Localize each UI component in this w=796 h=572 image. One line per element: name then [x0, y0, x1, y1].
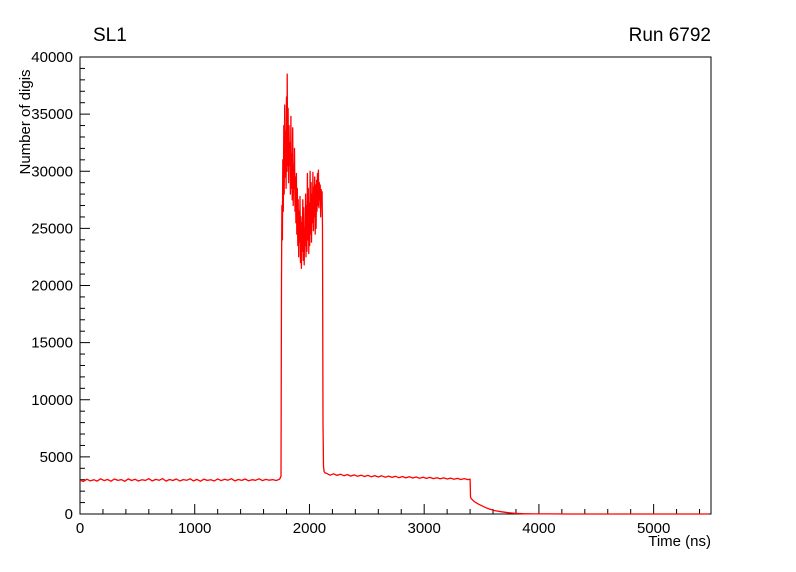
y-tick-label: 5000	[40, 449, 73, 466]
x-tick-label: 2000	[293, 520, 326, 537]
x-axis-title: Time (ns)	[648, 533, 711, 550]
y-tick-label: 25000	[31, 220, 73, 237]
y-tick-label: 20000	[31, 278, 73, 295]
x-tick-label: 1000	[178, 520, 211, 537]
x-tick-label: 0	[76, 520, 84, 537]
axes-layer: 0 1000 2000 3000 4000 5000 0 5000 10000 15000 2000…	[31, 49, 712, 537]
plot-title: SL1	[93, 25, 127, 46]
histogram-line	[79, 73, 709, 515]
y-tick-label: 15000	[31, 335, 73, 352]
x-tick-label: 3000	[407, 520, 440, 537]
x-tick-label: 5000	[637, 520, 670, 537]
y-tick-label: 0	[65, 506, 73, 523]
x-tick-label: 4000	[522, 520, 555, 537]
y-axis-title: Number of digis	[17, 69, 34, 174]
y-tick-label: 10000	[31, 392, 73, 409]
histogram-line-layer	[79, 73, 709, 515]
y-tick-label: 30000	[31, 163, 73, 180]
y-tick-label: 35000	[31, 106, 73, 123]
y-tick-label: 40000	[31, 49, 73, 66]
run-number-label: Run 6792	[629, 25, 711, 46]
plot-frame	[79, 56, 712, 515]
